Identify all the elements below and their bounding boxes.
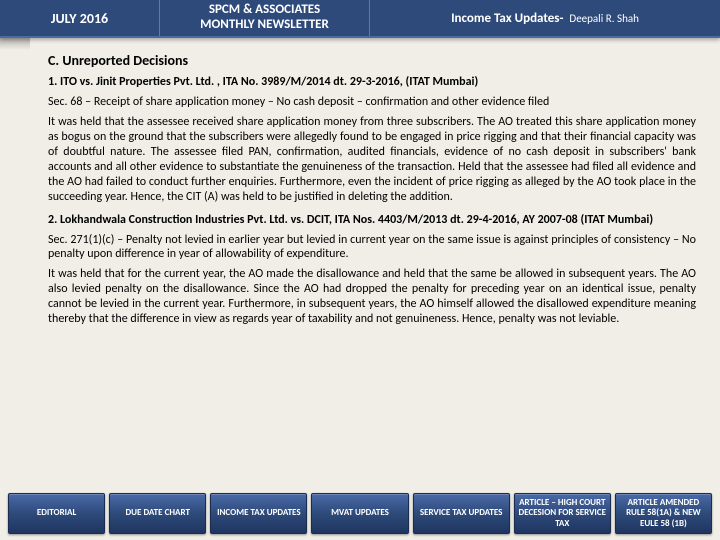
shadow-decor [0, 38, 30, 50]
case2-sec: Sec. 271(1)(c) – Penalty not levied in e… [48, 233, 696, 261]
header-topic: Income Tax Updates - Deepali R. Shah [370, 0, 720, 36]
header-org: SPCM & ASSOCIATES MONTHLY NEWSLETTER [160, 0, 370, 36]
nav-mvat-updates[interactable]: MVAT UPDATES [311, 493, 408, 534]
case2-para: It was held that for the current year, t… [48, 267, 696, 327]
bottom-nav: EDITORIAL DUE DATE CHART INCOME TAX UPDA… [8, 493, 712, 534]
header-date: JULY 2016 [0, 0, 160, 36]
section-title: C. Unreported Decisions [48, 52, 696, 69]
case2-title: 2. Lokhandwala Construction Industries P… [48, 213, 696, 227]
topic-text: Income Tax Updates [451, 11, 559, 26]
topic-sep: - [559, 11, 563, 26]
content-area: C. Unreported Decisions 1. ITO vs. Jinit… [0, 38, 720, 492]
case1-title: 1. ITO vs. Jinit Properties Pvt. Ltd. , … [48, 75, 696, 89]
nav-service-tax-updates[interactable]: SERVICE TAX UPDATES [413, 493, 510, 534]
nav-article-amended-rule[interactable]: ARTICLE AMENDED RULE 58(1A) & NEW EULE 5… [615, 493, 712, 534]
org-line2: MONTHLY NEWSLETTER [200, 18, 329, 33]
author-name: Deepali R. Shah [569, 12, 638, 25]
case1-para: It was held that the assessee received s… [48, 115, 696, 205]
nav-income-tax-updates[interactable]: INCOME TAX UPDATES [210, 493, 307, 534]
nav-article-high-court[interactable]: ARTICLE – HIGH COURT DECESION FOR SERVIC… [514, 493, 611, 534]
nav-due-date-chart[interactable]: DUE DATE CHART [109, 493, 206, 534]
org-line1: SPCM & ASSOCIATES [200, 3, 329, 18]
case1-sec: Sec. 68 – Receipt of share application m… [48, 95, 696, 109]
header-bar: JULY 2016 SPCM & ASSOCIATES MONTHLY NEWS… [0, 0, 720, 38]
nav-editorial[interactable]: EDITORIAL [8, 493, 105, 534]
